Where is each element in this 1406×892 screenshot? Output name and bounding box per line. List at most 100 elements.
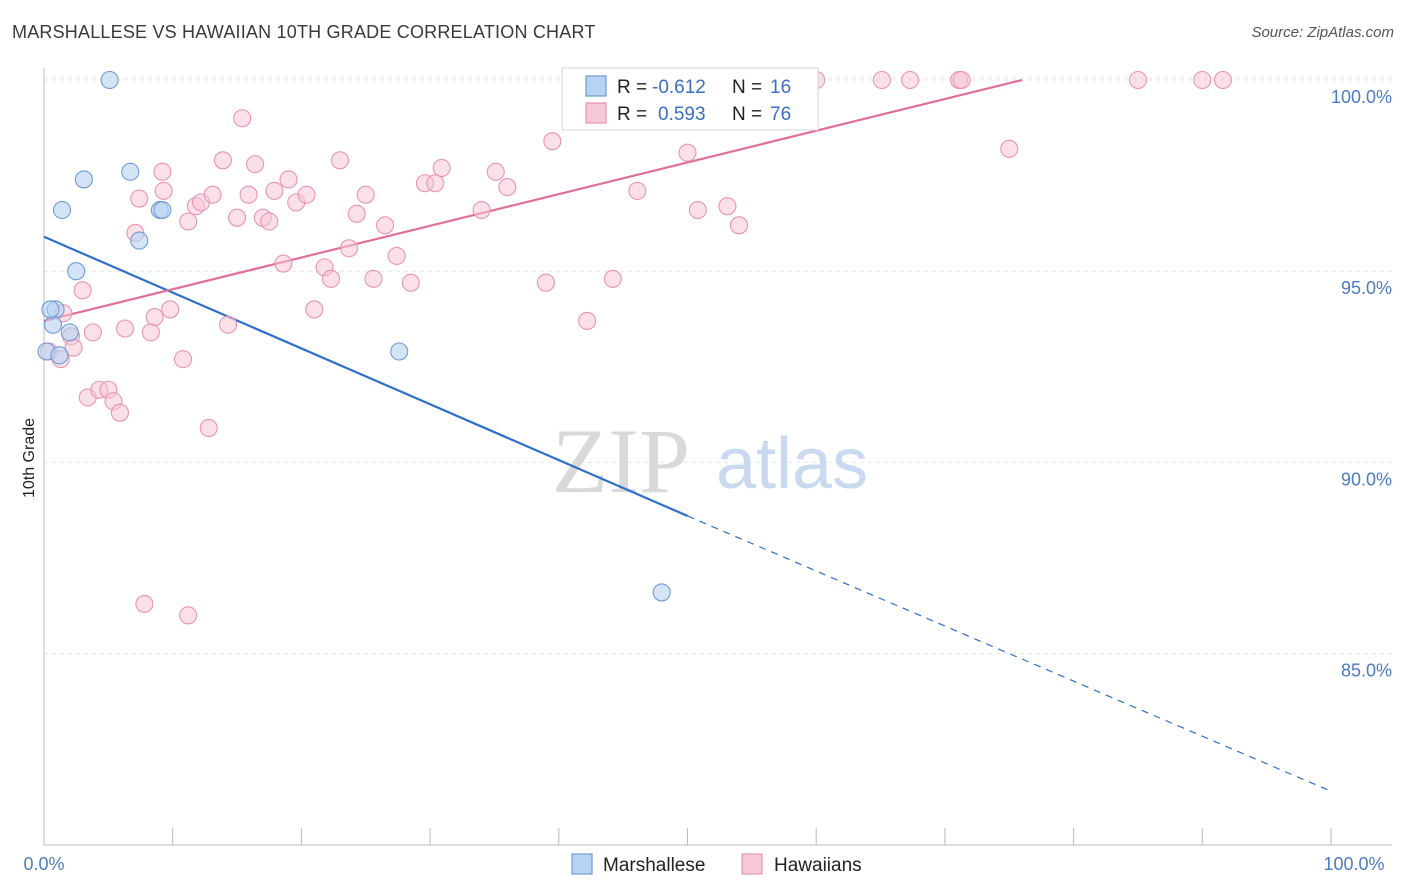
- hawaiian-point-70: [1213, 70, 1232, 90]
- hawaiian-point-28: [228, 208, 247, 227]
- watermark-atlas: atlas: [716, 424, 868, 504]
- hawaiian-point-54: [486, 162, 505, 181]
- legend-swatch-marshallese[interactable]: [571, 853, 593, 875]
- hawaiian-point-57: [543, 132, 562, 151]
- marshallese-point-7: [74, 170, 93, 189]
- legend-label-marshallese[interactable]: Marshallese: [603, 855, 705, 876]
- chart-title: MARSHALLESE VS HAWAIIAN 10TH GRADE CORRE…: [12, 22, 596, 42]
- stats-n-value-hawaiian: 76: [770, 104, 791, 125]
- stats-swatch-marshallese: [585, 75, 607, 97]
- hawaiian-point-24: [199, 418, 218, 438]
- hawaiian-point-48: [387, 246, 406, 265]
- hawaiian-point-52: [432, 158, 451, 178]
- y-tick-labels: 85.0% 90.0% 95.0% 100.0%: [1331, 87, 1392, 681]
- y-tick-label-90: 90.0%: [1341, 469, 1392, 489]
- hawaiian-point-46: [364, 269, 383, 288]
- y-tick-label-100: 100.0%: [1331, 87, 1392, 107]
- hawaiian-point-11: [110, 403, 129, 422]
- hawaiian-point-58: [578, 311, 597, 330]
- hawaiian-point-12: [116, 319, 135, 338]
- hawaiian-point-30: [239, 185, 258, 204]
- hawaiian-point-75: [153, 162, 172, 181]
- marshallese-point-5: [67, 262, 86, 281]
- stats-n-value-marshallese: 16: [770, 77, 791, 98]
- trend-line-hawaiian: [43, 78, 1023, 322]
- hawaiian-point-44: [347, 204, 366, 223]
- hawaiian-point-53: [472, 200, 491, 220]
- stats-n-label-hawaiian: N =: [732, 104, 762, 125]
- hawaiian-point-14: [130, 189, 149, 208]
- trend-line-marshallese: [43, 235, 688, 517]
- hawaiian-point-18: [154, 181, 173, 200]
- hawaiian-point-21: [179, 212, 198, 231]
- hawaiian-point-41: [321, 269, 341, 288]
- hawaiian-point-26: [213, 151, 232, 170]
- hawaiian-point-16: [141, 323, 160, 342]
- hawaiian-point-73: [1193, 70, 1212, 90]
- stats-swatch-hawaiian: [585, 102, 607, 124]
- hawaiian-point-67: [901, 70, 920, 90]
- hawaiian-point-36: [279, 170, 298, 189]
- marshallese-point-8: [100, 70, 119, 90]
- hawaiian-point-25: [203, 185, 222, 204]
- legend: Marshallese Hawaiians: [571, 853, 862, 876]
- hawaiian-point-7: [83, 323, 102, 342]
- stats-box: R = -0.612 N = 16 R = 0.593 N = 76: [561, 67, 819, 131]
- source-label: Source: ZipAtlas.com: [1251, 24, 1394, 41]
- hawaiian-point-17: [145, 308, 164, 327]
- hawaiian-point-35: [274, 254, 293, 273]
- hawaiian-point-56: [536, 273, 555, 292]
- marshallese-points: [37, 70, 671, 602]
- legend-label-hawaiian[interactable]: Hawaiians: [774, 855, 862, 876]
- axes: [43, 68, 1392, 846]
- hawaiian-point-49: [401, 273, 420, 292]
- hawaiian-point-20: [173, 350, 193, 369]
- hawaiian-point-39: [305, 300, 324, 319]
- hawaiian-point-72: [1128, 70, 1147, 90]
- marshallese-point-6: [52, 200, 72, 220]
- hawaiian-point-63: [718, 197, 737, 216]
- marshallese-point-12: [153, 200, 172, 220]
- hawaiian-point-55: [498, 178, 517, 197]
- hawaiian-point-61: [678, 143, 697, 162]
- marshallese-point-9: [121, 162, 140, 181]
- legend-swatch-hawaiian[interactable]: [741, 853, 763, 875]
- marshallese-point-1: [50, 346, 69, 365]
- hawaiian-point-29: [233, 109, 252, 128]
- x-ticks: [172, 828, 1332, 845]
- hawaiian-point-31: [246, 155, 265, 174]
- hawaiian-point-43: [339, 239, 359, 258]
- stats-r-value-marshallese: -0.612: [652, 77, 706, 98]
- marshallese-point-4: [60, 323, 79, 342]
- hawaiian-point-66: [872, 70, 891, 90]
- trend-lines: [43, 78, 1332, 792]
- watermark-zip: ZIP: [552, 410, 690, 512]
- hawaiian-point-27: [218, 315, 238, 334]
- hawaiian-point-69: [952, 70, 971, 90]
- marshallese-point-10: [130, 231, 149, 250]
- x-tick-labels: 0.0% 100.0%: [23, 854, 1384, 874]
- hawaiian-point-62: [688, 200, 707, 220]
- x-tick-label-min: 0.0%: [23, 854, 64, 874]
- hawaiian-points: [40, 70, 1232, 625]
- hawaiian-point-33: [260, 212, 279, 231]
- y-tick-label-95: 95.0%: [1341, 278, 1392, 298]
- stats-r-label-marshallese: R =: [617, 77, 647, 98]
- x-tick-label-max: 100.0%: [1323, 854, 1384, 874]
- hawaiian-point-64: [729, 216, 749, 235]
- marshallese-point-14: [652, 583, 671, 602]
- hawaiian-point-51: [426, 174, 445, 193]
- hawaiian-point-74: [179, 606, 198, 625]
- hawaiian-point-59: [603, 269, 622, 288]
- marshallese-point-3: [43, 315, 63, 334]
- stats-r-value-hawaiian: 0.593: [658, 104, 706, 125]
- y-tick-label-85: 85.0%: [1341, 661, 1392, 681]
- stats-n-label-marshallese: N =: [732, 77, 762, 98]
- marshallese-point-15: [41, 300, 60, 319]
- marshallese-point-13: [390, 342, 409, 361]
- hawaiian-point-34: [265, 181, 284, 200]
- y-axis-label: 10th Grade: [21, 418, 38, 498]
- trend-line-marshallese-extension: [687, 515, 1332, 792]
- hawaiian-point-42: [330, 151, 350, 170]
